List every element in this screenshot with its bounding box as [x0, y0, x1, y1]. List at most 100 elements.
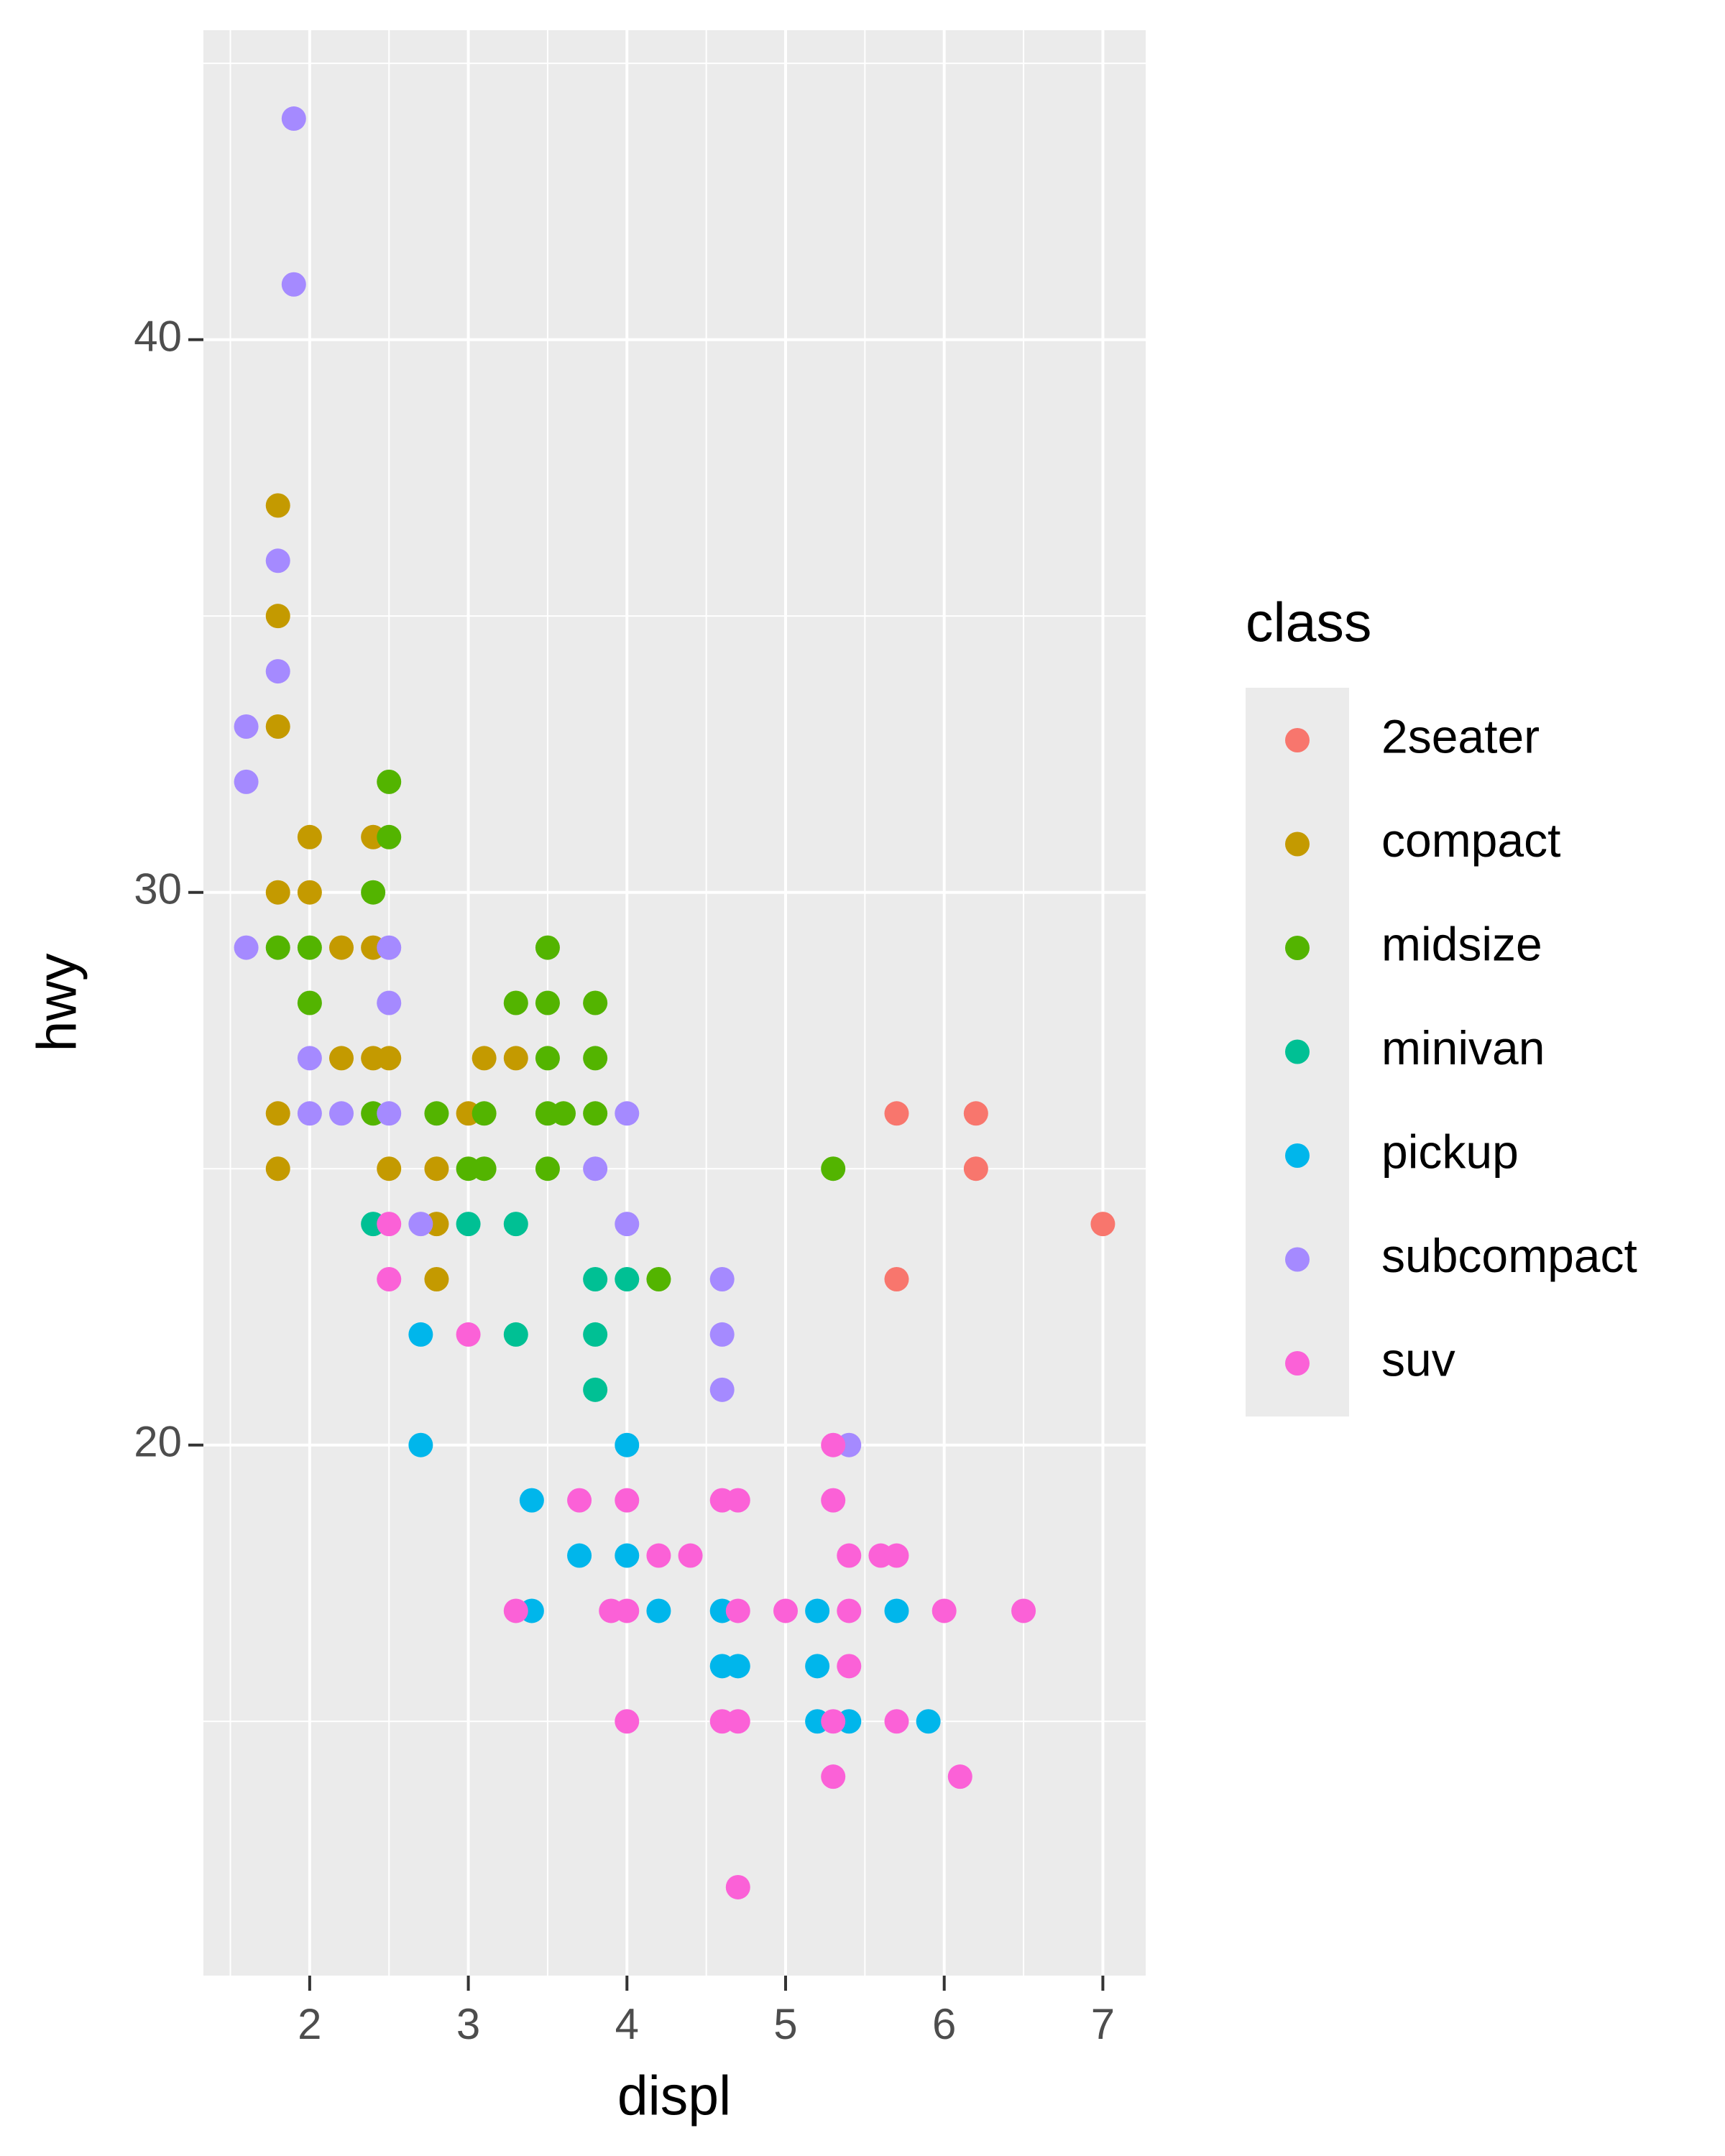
point	[1090, 1212, 1116, 1237]
point	[535, 935, 560, 960]
point	[535, 990, 560, 1015]
point	[646, 1267, 671, 1292]
point	[503, 1212, 528, 1237]
point	[837, 1598, 862, 1623]
point	[725, 1654, 750, 1679]
point	[408, 1432, 433, 1457]
point	[821, 1432, 846, 1457]
point	[884, 1598, 909, 1623]
point	[377, 990, 402, 1015]
point	[805, 1598, 830, 1623]
point	[234, 714, 259, 739]
x-tick-label: 6	[932, 2000, 956, 2048]
legend-swatch	[1285, 1351, 1310, 1376]
point	[377, 1156, 402, 1181]
point	[535, 1046, 560, 1071]
point	[583, 1377, 608, 1402]
point	[615, 1709, 640, 1734]
point	[329, 1101, 354, 1126]
legend-swatch	[1285, 1039, 1310, 1064]
point	[837, 1654, 862, 1679]
point	[297, 1101, 322, 1126]
point	[265, 935, 290, 960]
point	[583, 1156, 608, 1181]
point	[583, 1101, 608, 1126]
point	[377, 1046, 402, 1071]
point	[281, 106, 306, 132]
point	[361, 880, 386, 905]
point	[503, 1046, 528, 1071]
x-tick-label: 4	[615, 2000, 639, 2048]
point	[234, 769, 259, 794]
point	[472, 1046, 497, 1071]
point	[519, 1488, 544, 1513]
point	[377, 1101, 402, 1126]
point	[821, 1488, 846, 1513]
point	[297, 935, 322, 960]
point	[805, 1654, 830, 1679]
point	[377, 1267, 402, 1292]
legend-label: midsize	[1381, 917, 1542, 970]
point	[265, 493, 290, 518]
point	[265, 1101, 290, 1126]
point	[265, 548, 290, 573]
point	[709, 1267, 735, 1292]
point	[615, 1598, 640, 1623]
legend-title: class	[1246, 591, 1371, 653]
point	[615, 1488, 640, 1513]
point	[503, 1598, 528, 1623]
y-axis-title: hwy	[26, 953, 88, 1051]
point	[408, 1322, 433, 1347]
point	[821, 1156, 846, 1181]
legend-swatch	[1285, 728, 1310, 752]
point	[916, 1709, 941, 1734]
point	[377, 935, 402, 960]
x-tick-label: 5	[773, 2000, 797, 2048]
point	[265, 604, 290, 629]
point	[773, 1598, 798, 1623]
point	[551, 1101, 576, 1126]
legend-swatch	[1285, 1247, 1310, 1272]
point	[377, 824, 402, 849]
point	[583, 1046, 608, 1071]
point	[281, 272, 306, 297]
point	[615, 1543, 640, 1568]
point	[567, 1543, 592, 1568]
y-tick-label: 20	[134, 1418, 182, 1466]
point	[297, 990, 322, 1015]
point	[947, 1764, 972, 1789]
point	[472, 1156, 497, 1181]
point	[963, 1156, 988, 1181]
point	[646, 1543, 671, 1568]
point	[615, 1432, 640, 1457]
point	[725, 1709, 750, 1734]
point	[265, 880, 290, 905]
point	[583, 990, 608, 1015]
point	[456, 1212, 481, 1237]
legend-label: suv	[1381, 1332, 1455, 1386]
point	[329, 1046, 354, 1071]
x-tick-label: 2	[298, 2000, 321, 2048]
point	[837, 1543, 862, 1568]
point	[884, 1543, 909, 1568]
legend-swatch	[1285, 936, 1310, 960]
point	[377, 769, 402, 794]
point	[297, 880, 322, 905]
point	[884, 1709, 909, 1734]
point	[1011, 1598, 1036, 1623]
legend-label: subcompact	[1381, 1229, 1637, 1282]
legend-label: pickup	[1381, 1125, 1519, 1178]
point	[424, 1267, 449, 1292]
point	[503, 990, 528, 1015]
point	[234, 935, 259, 960]
point	[821, 1764, 846, 1789]
y-tick-label: 40	[134, 313, 182, 361]
x-tick-label: 3	[456, 2000, 480, 2048]
point	[583, 1322, 608, 1347]
point	[456, 1322, 481, 1347]
x-tick-label: 7	[1091, 2000, 1115, 2048]
point	[932, 1598, 957, 1623]
legend-swatch	[1285, 1143, 1310, 1168]
panel-background	[203, 30, 1146, 1976]
legend-label: minivan	[1381, 1021, 1545, 1074]
